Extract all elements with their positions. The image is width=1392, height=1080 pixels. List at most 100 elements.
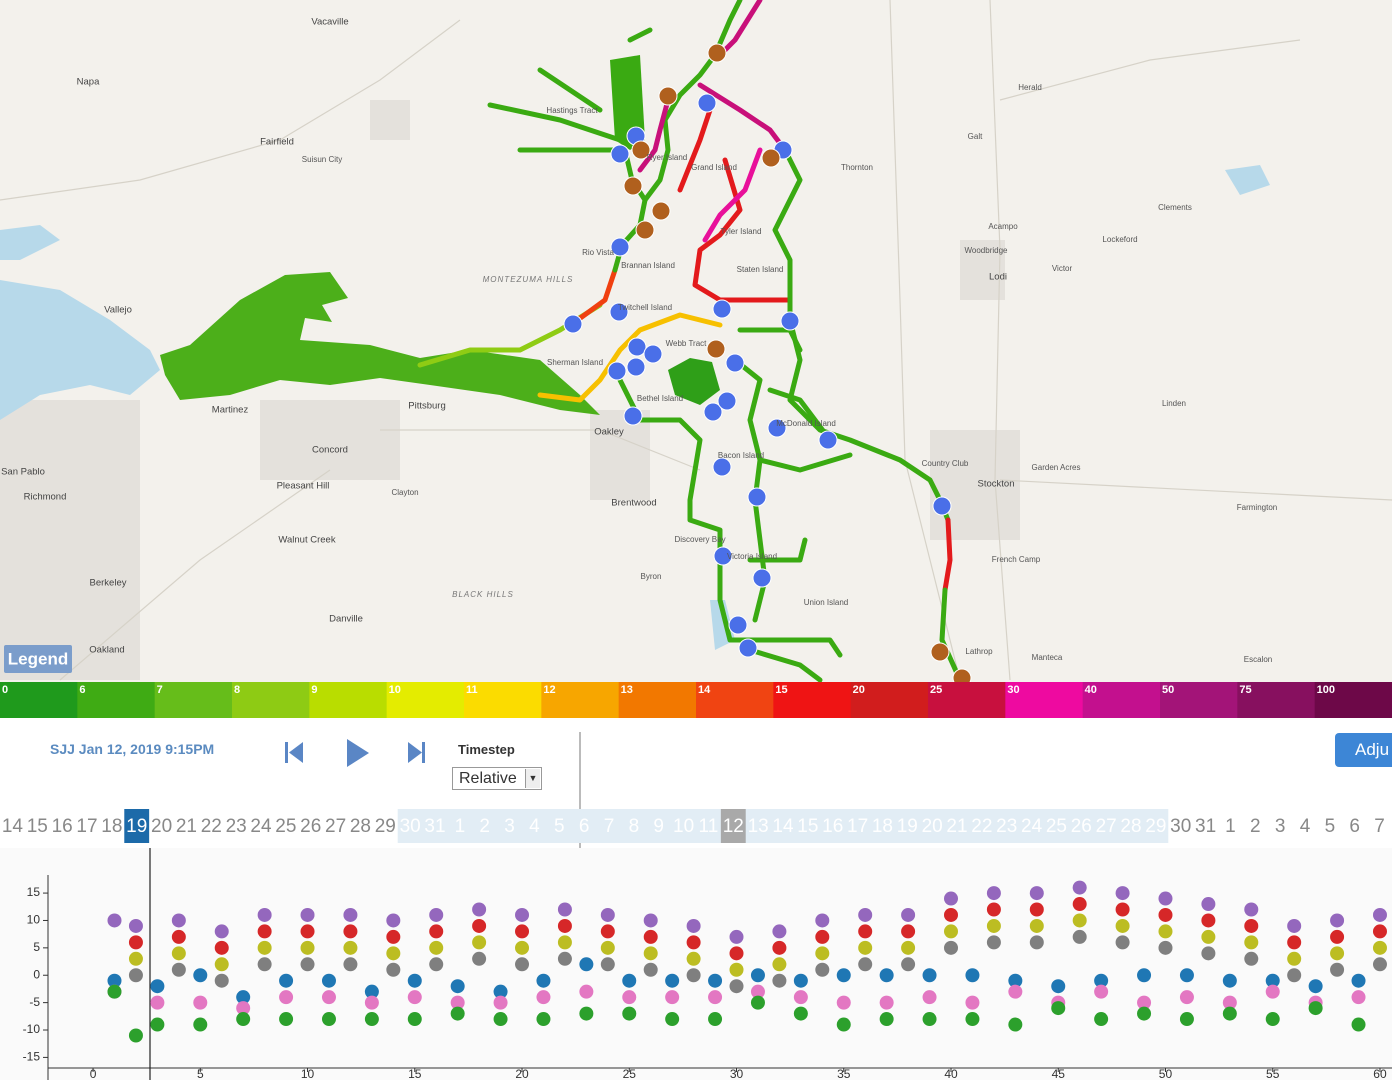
point [1308,1001,1323,1016]
timestep-value[interactable]: Relative [459,770,517,787]
point [665,990,680,1005]
place: Martinez [212,405,249,416]
day-label[interactable]: 10 [673,816,694,837]
day-label[interactable]: 29 [375,816,396,837]
select-arrow[interactable]: ▼ [525,769,540,788]
day-label[interactable]: 9 [653,816,664,837]
day-label[interactable]: 27 [1096,816,1117,837]
day-label[interactable]: 1 [1225,816,1236,837]
day-label[interactable]: 16 [52,816,73,837]
scale-label: 15 [775,684,787,696]
day-label[interactable]: 29 [1145,816,1166,837]
point [515,924,530,939]
day-label[interactable]: 23 [996,816,1017,837]
step-forward-button[interactable] [408,742,425,763]
y-tick-label: 0 [33,967,40,981]
place: Discovery Bay [674,535,725,544]
place: Rio Vista [582,248,614,257]
day-label[interactable]: 21 [176,816,197,837]
day-label[interactable]: 6 [1349,816,1360,837]
day-label[interactable]: 5 [1325,816,1336,837]
day-label[interactable]: 26 [300,816,321,837]
point [279,990,294,1005]
day-label[interactable]: 3 [504,816,515,837]
day-label[interactable]: 28 [1120,816,1141,837]
day-label[interactable]: 8 [629,816,640,837]
day-label[interactable]: 24 [250,816,272,837]
day-label[interactable]: 30 [1170,816,1191,837]
day-label[interactable]: 15 [797,816,818,837]
day-label[interactable]: 12 [723,816,744,837]
day-label[interactable]: 11 [699,816,719,837]
day-label[interactable]: 19 [897,816,918,837]
point [171,913,186,928]
day-label[interactable]: 13 [748,816,769,837]
map[interactable]: Vacaville Napa Fairfield Suisun City Val… [0,0,1392,682]
day-label[interactable]: 7 [1374,816,1385,837]
day-label[interactable]: 17 [76,816,97,837]
point [214,973,229,988]
timeline[interactable]: 14 15 16 17 18 19 20 21 22 23 24 25 26 27 28 29 30 31 1 2 3 4… [0,809,1392,843]
day-label[interactable]: 16 [822,816,843,837]
point [1072,913,1087,928]
place: Bethel Island [637,394,683,403]
stations[interactable] [563,43,972,682]
place: Tyler Island [721,227,762,236]
day-label[interactable]: 6 [579,816,590,837]
point [879,1012,894,1027]
scale-label: 13 [621,684,633,696]
point [1351,1017,1366,1032]
day-label[interactable]: 24 [1021,816,1043,837]
day-label[interactable]: 21 [946,816,967,837]
point [1330,962,1345,977]
x-tick-label: 0 [90,1067,97,1080]
place: Bacon Island [718,451,764,460]
day-label[interactable]: 30 [400,816,421,837]
day-label[interactable]: 25 [275,816,296,837]
day-label[interactable]: 27 [325,816,346,837]
day-label[interactable]: 4 [529,816,540,837]
day-label[interactable]: 25 [1046,816,1067,837]
day-label[interactable]: 19 [126,816,147,837]
selected-day[interactable] [124,809,150,843]
day-label[interactable]: 22 [971,816,992,837]
place: Victoria Island [727,552,777,561]
day-label[interactable]: 1 [455,816,466,837]
day-label[interactable]: 22 [201,816,222,837]
day-label[interactable]: 18 [872,816,893,837]
day-label[interactable]: 31 [1195,816,1216,837]
place: Ryer Island [647,153,687,162]
legend-button-label[interactable]: Legend [8,649,68,668]
day-label[interactable]: 2 [1250,816,1261,837]
day-label[interactable]: 5 [554,816,565,837]
point [686,968,701,983]
day-label[interactable]: 7 [604,816,615,837]
step-back-button[interactable] [285,742,303,763]
day-label[interactable]: 2 [479,816,490,837]
day-label[interactable]: 18 [101,816,122,837]
day-label[interactable]: 26 [1071,816,1092,837]
day-label[interactable]: 4 [1300,816,1311,837]
point [815,913,830,928]
timestep-select[interactable]: Relative ▼ [452,767,542,790]
day-label[interactable]: 3 [1275,816,1286,837]
day-label[interactable]: 20 [151,816,172,837]
adjust-button[interactable]: Adju [1335,733,1392,767]
day-label[interactable]: 15 [27,816,48,837]
day-label[interactable]: 17 [847,816,868,837]
point [1137,1006,1152,1021]
day-label[interactable]: 14 [772,816,794,837]
day-label[interactable]: 31 [424,816,445,837]
marked-day[interactable] [720,809,746,843]
point [1308,979,1323,994]
day-label[interactable]: 20 [922,816,943,837]
legend-button[interactable] [4,645,72,673]
play-button[interactable] [347,739,369,767]
day-label[interactable]: 14 [2,816,24,837]
day-label[interactable]: 28 [350,816,371,837]
point [643,913,658,928]
y-tick-label: 5 [33,940,40,954]
scale-label: 30 [1007,684,1019,696]
day-label[interactable]: 23 [226,816,247,837]
